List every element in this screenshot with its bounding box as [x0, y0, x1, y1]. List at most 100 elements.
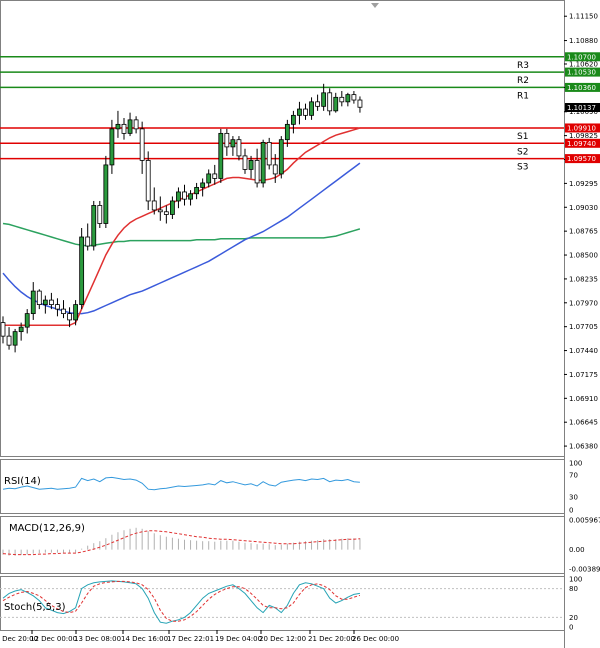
candle-down	[212, 173, 218, 179]
level-tag-bg	[565, 138, 600, 148]
stoch-tick-label: 80	[569, 585, 578, 593]
candle-up	[30, 290, 36, 315]
candle-down	[351, 94, 357, 101]
price-tick-label: 1.10880	[569, 37, 598, 45]
candle-up	[248, 160, 254, 170]
stoch-tick-label: 20	[569, 614, 578, 622]
current-price-tag-bg	[565, 103, 600, 113]
candle-up	[169, 200, 175, 215]
candle-down	[61, 308, 66, 315]
macd-title: MACD(12,26,9)	[9, 523, 85, 534]
candle-up	[345, 94, 351, 103]
ma-red-line	[3, 127, 361, 327]
candle-up	[103, 164, 109, 224]
price-tick-label: 1.07970	[569, 299, 598, 307]
candle-down	[224, 132, 230, 148]
candle-up	[127, 119, 133, 134]
price-tick-label: 1.09030	[569, 204, 598, 212]
candle-down	[357, 99, 363, 108]
candle-down	[303, 108, 308, 116]
candle-up	[309, 101, 314, 116]
price-tick-label: 1.06645	[569, 419, 598, 427]
stoch-main-line	[2, 580, 360, 624]
time-tick-label: 14 Dec 16:00	[121, 635, 168, 643]
time-tick-label: 26 Dec 00:00	[352, 635, 399, 643]
level-tag-value: 1.09740	[567, 140, 596, 148]
rsi-tick-label: 100	[569, 460, 582, 468]
candle-down	[266, 141, 272, 166]
time-tick-label: 21 Dec 20:00	[308, 635, 355, 643]
rsi-tick-label: 0	[569, 507, 573, 515]
stoch-title: Stoch(5,5,3)	[4, 602, 66, 613]
candle-up	[12, 331, 18, 346]
stoch-signal-line	[2, 580, 361, 622]
level-tag-value: 1.10700	[567, 53, 596, 61]
macd-tick-label: -0.003896	[569, 566, 600, 574]
candle-down	[0, 322, 6, 337]
candle-up	[115, 123, 121, 130]
candle-down	[145, 160, 151, 202]
level-tag-value: 1.09570	[567, 155, 596, 163]
candle-down	[49, 299, 54, 306]
price-tick-label: 1.06910	[569, 395, 598, 403]
candle-up	[188, 193, 193, 200]
level-label-s3: S3	[517, 163, 528, 173]
candle-down	[151, 200, 157, 211]
candle-up	[278, 139, 284, 175]
candle-down	[55, 304, 60, 310]
price-tick-label: 1.07175	[569, 371, 598, 379]
rsi-panel: RSI(14) 100 70 30 0	[2, 460, 582, 515]
level-tag-value: 1.10360	[567, 84, 596, 92]
time-tick-label: 17 Dec 22:01	[167, 635, 214, 643]
candle-up	[91, 205, 97, 247]
level-tag-value: 1.10530	[567, 69, 596, 77]
candle-down	[339, 96, 345, 103]
level-tag-bg	[565, 52, 600, 62]
candle-up	[206, 173, 212, 184]
level-label-s2: S2	[517, 147, 528, 157]
panel-frames	[0, 0, 565, 648]
price-tick-label: 1.06380	[569, 443, 598, 451]
price-tick-label: 1.09295	[569, 180, 598, 188]
rsi-line	[2, 476, 360, 491]
price-tick-label: 1.08235	[569, 275, 598, 283]
candle-up	[218, 132, 224, 179]
level-label-s1: S1	[517, 132, 528, 142]
ma-green-line	[2, 222, 361, 247]
stoch-tick-label: 100	[569, 576, 582, 584]
rsi-tick-label: 30	[569, 493, 578, 501]
rsi-tick-label: 70	[569, 472, 578, 480]
candle-up	[297, 108, 302, 116]
level-tag-value: 1.09910	[567, 124, 596, 132]
current-price-tag: 1.10137	[567, 104, 596, 112]
candle-down	[133, 119, 139, 130]
candle-down	[121, 123, 127, 134]
candle-up	[200, 182, 206, 188]
time-tick-label: 20 Dec 12:00	[259, 635, 306, 643]
candle-up	[73, 304, 78, 321]
candles	[0, 83, 363, 353]
price-tick-label: 1.09825	[569, 132, 598, 140]
candle-down	[85, 236, 91, 247]
candle-up	[79, 236, 85, 306]
candle-up	[18, 326, 24, 333]
candle-up	[109, 128, 115, 166]
macd-panel: MACD(12,26,9) 0.005967 0.00 -0.003896	[2, 517, 600, 574]
time-tick-label: 13 Dec 08:00	[74, 635, 121, 643]
level-tag-bg	[565, 67, 600, 77]
candle-down	[254, 160, 260, 184]
level-tag-bg	[565, 154, 600, 164]
candle-up	[260, 141, 266, 184]
time-tick-label: 19 Dec 04:00	[215, 635, 262, 643]
rsi-title: RSI(14)	[4, 476, 41, 487]
stoch-tick-label: 0	[569, 624, 573, 632]
candle-down	[6, 335, 12, 346]
candle-down	[315, 101, 321, 107]
price-tick-label: 1.10620	[569, 60, 598, 68]
candle-up	[230, 139, 236, 148]
scroll-arrow-icon[interactable]	[371, 3, 379, 8]
